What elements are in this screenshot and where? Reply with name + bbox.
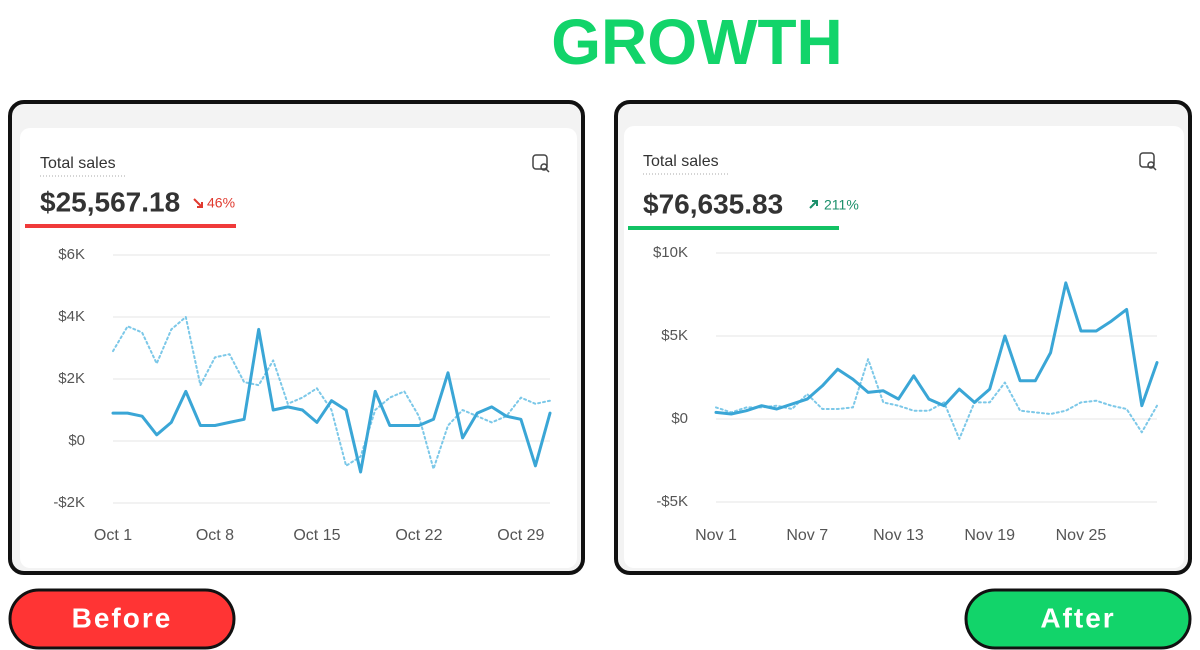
x-tick-label: Oct 1	[94, 527, 132, 544]
search-icon	[532, 154, 550, 173]
y-tick-label: -$2K	[53, 494, 85, 511]
y-tick-label: $0	[671, 410, 688, 427]
headline: GROWTH	[551, 6, 843, 78]
card-title: Total sales	[643, 153, 719, 170]
after-button[interactable]	[964, 588, 1192, 650]
button-label: Before	[72, 602, 173, 633]
x-tick-label: Nov 1	[695, 527, 737, 544]
search-icon	[1139, 152, 1157, 171]
x-tick-label: Oct 15	[293, 527, 340, 544]
total-value: $76,635.83	[643, 188, 783, 219]
y-tick-label: $2K	[58, 370, 85, 387]
series-line	[714, 281, 1159, 416]
series-line	[111, 327, 552, 474]
y-tick-label: $10K	[653, 244, 688, 261]
x-tick-label: Oct 29	[497, 527, 544, 544]
x-tick-label: Nov 7	[786, 527, 828, 544]
series-line	[112, 316, 551, 470]
x-tick-label: Nov 25	[1056, 527, 1107, 544]
series-line	[715, 358, 1158, 440]
up-arrow	[809, 200, 818, 209]
x-tick-label: Nov 13	[873, 527, 924, 544]
x-tick-label: Oct 22	[395, 527, 442, 544]
down-arrow	[193, 198, 203, 208]
button-label: After	[1040, 602, 1115, 633]
change-value: 46%	[207, 195, 235, 211]
change-value: 211%	[824, 197, 859, 213]
y-tick-label: $4K	[58, 308, 85, 325]
x-tick-label: Oct 8	[196, 527, 234, 544]
y-tick-label: $0	[68, 432, 85, 449]
y-tick-label: -$5K	[656, 493, 688, 510]
total-value: $25,567.18	[40, 186, 180, 217]
y-tick-label: $5K	[661, 327, 688, 344]
y-tick-label: $6K	[58, 246, 85, 263]
before-button[interactable]	[8, 588, 236, 650]
x-tick-label: Nov 19	[964, 527, 1015, 544]
card-title: Total sales	[40, 155, 116, 172]
card-inner	[624, 126, 1184, 568]
